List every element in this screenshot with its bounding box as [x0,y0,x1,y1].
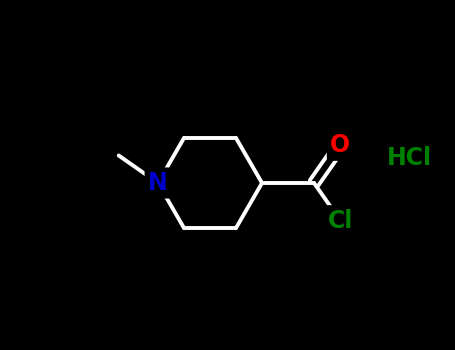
Text: N: N [148,171,168,195]
Text: Cl: Cl [328,209,353,233]
Text: O: O [330,133,350,157]
Text: HCl: HCl [386,146,431,170]
